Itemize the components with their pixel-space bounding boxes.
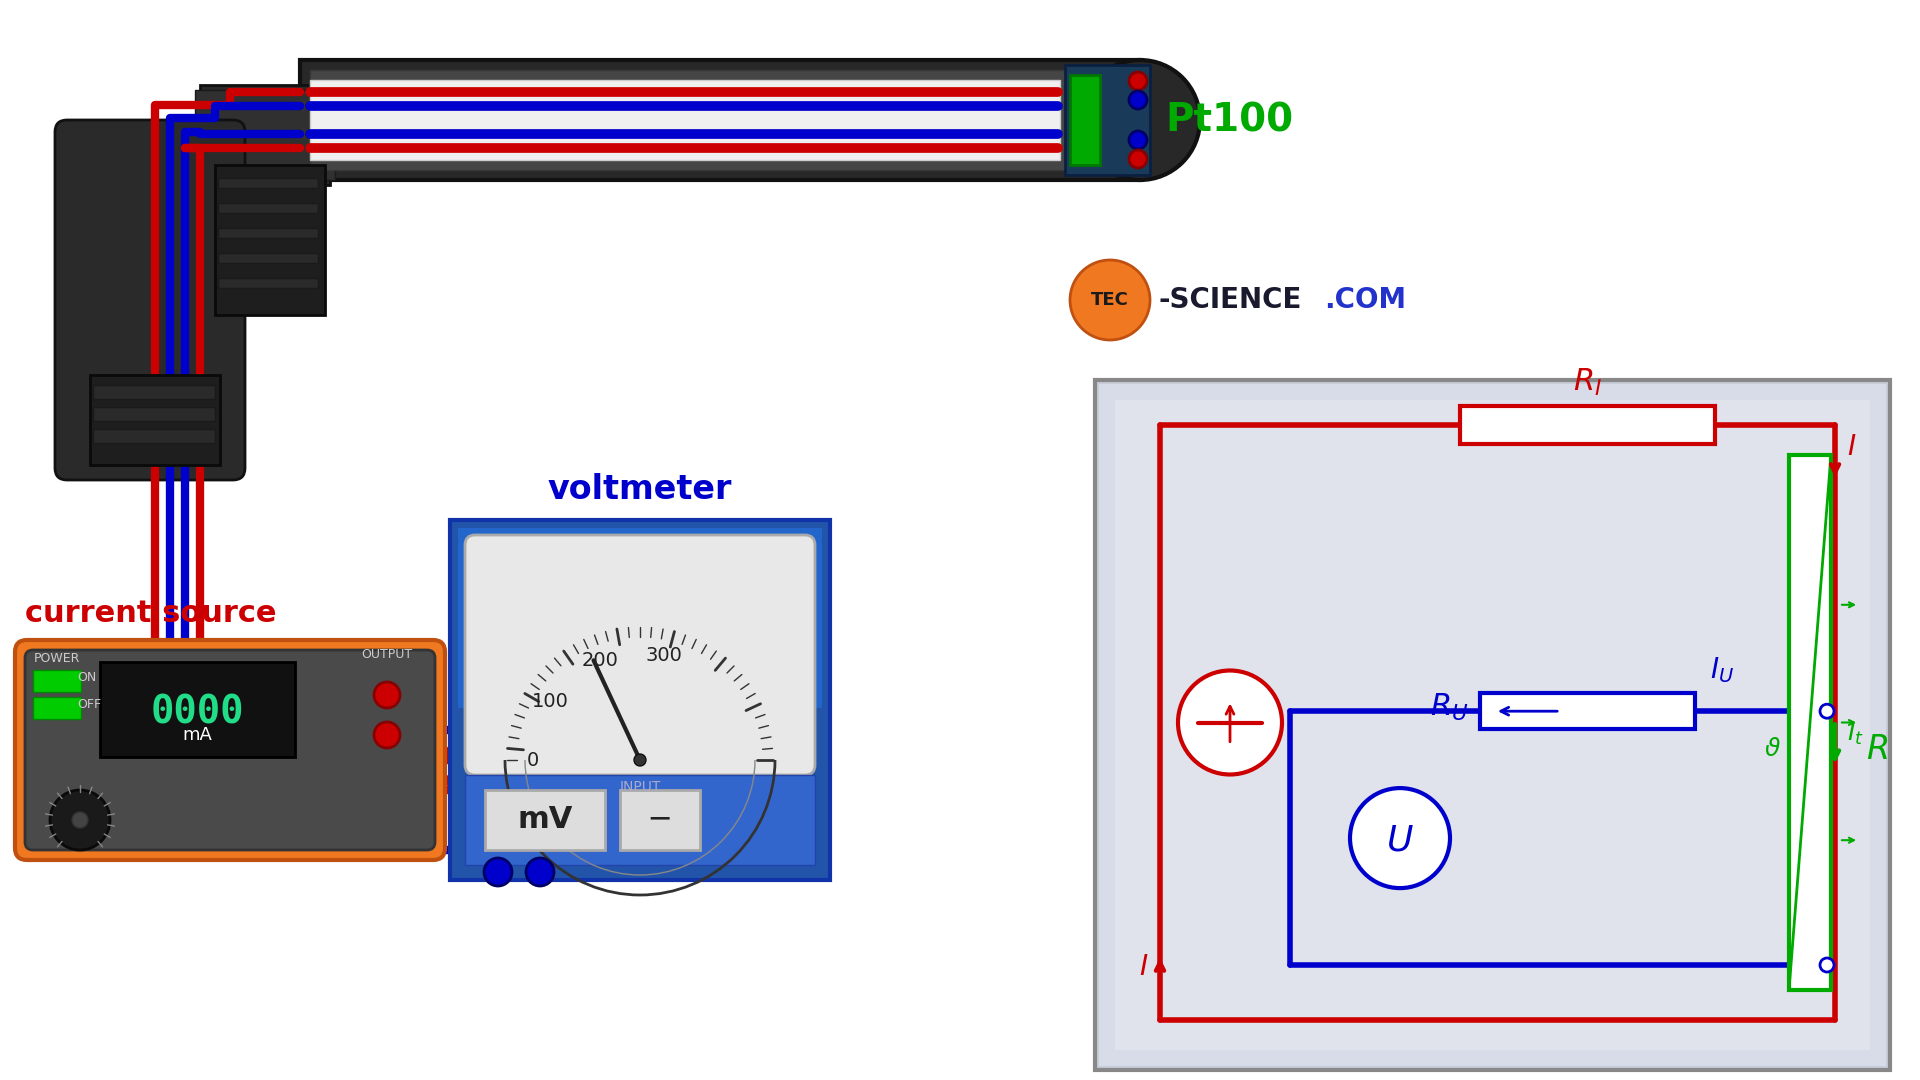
Text: 100: 100 xyxy=(532,692,568,712)
Text: $R$: $R$ xyxy=(1866,732,1887,766)
Bar xyxy=(90,375,221,465)
Bar xyxy=(196,90,334,180)
Text: 200: 200 xyxy=(582,651,618,671)
Text: 300: 300 xyxy=(645,646,682,665)
Text: voltmeter: voltmeter xyxy=(547,473,732,507)
Text: mV: mV xyxy=(516,806,572,835)
Bar xyxy=(1094,380,1889,1070)
Text: ON: ON xyxy=(77,671,96,684)
Circle shape xyxy=(1129,150,1146,168)
Text: $I_t$: $I_t$ xyxy=(1847,721,1864,747)
Bar xyxy=(465,775,814,865)
Text: $R_U$: $R_U$ xyxy=(1430,691,1469,723)
Text: -SCIENCE: -SCIENCE xyxy=(1158,286,1302,314)
Circle shape xyxy=(1179,671,1283,774)
Bar xyxy=(219,178,319,188)
Bar xyxy=(1069,75,1100,165)
Text: Pt100: Pt100 xyxy=(1165,102,1294,139)
Bar xyxy=(33,670,81,692)
Bar xyxy=(100,662,296,757)
Text: .COM: .COM xyxy=(1325,286,1405,314)
Bar xyxy=(215,165,324,315)
Bar xyxy=(33,697,81,719)
Text: 0: 0 xyxy=(526,751,540,769)
Bar xyxy=(309,70,1135,170)
Circle shape xyxy=(1820,704,1834,718)
Bar xyxy=(219,203,319,213)
Text: mA: mA xyxy=(182,726,211,744)
Bar xyxy=(449,519,829,880)
Bar xyxy=(1459,406,1715,444)
Text: $I$: $I$ xyxy=(1139,953,1148,981)
Circle shape xyxy=(1079,60,1200,180)
Circle shape xyxy=(634,754,645,766)
Text: $I$: $I$ xyxy=(1847,433,1857,461)
Bar xyxy=(300,60,1140,180)
Circle shape xyxy=(73,812,88,828)
FancyBboxPatch shape xyxy=(56,120,246,480)
Text: $\vartheta$: $\vartheta$ xyxy=(1764,738,1782,761)
Text: 0000: 0000 xyxy=(150,693,244,731)
Bar xyxy=(92,384,215,399)
Bar xyxy=(459,528,822,708)
Bar xyxy=(486,789,605,850)
Bar xyxy=(309,80,1060,160)
Circle shape xyxy=(374,723,399,748)
Circle shape xyxy=(484,858,513,886)
Text: current source: current source xyxy=(25,599,276,627)
Circle shape xyxy=(1129,131,1146,149)
FancyBboxPatch shape xyxy=(15,640,445,860)
Circle shape xyxy=(1129,72,1146,90)
Bar xyxy=(1066,65,1150,175)
Circle shape xyxy=(374,681,399,708)
Bar xyxy=(200,85,330,185)
FancyBboxPatch shape xyxy=(25,650,436,850)
Bar xyxy=(92,429,215,443)
Text: OUTPUT: OUTPUT xyxy=(361,648,413,661)
Bar xyxy=(1789,455,1832,990)
Bar xyxy=(219,228,319,238)
Text: $U$: $U$ xyxy=(1386,823,1413,858)
Bar xyxy=(1116,400,1870,1050)
Circle shape xyxy=(1350,788,1450,888)
Circle shape xyxy=(1129,91,1146,109)
Circle shape xyxy=(526,858,555,886)
Bar xyxy=(219,278,319,288)
Text: ─: ─ xyxy=(651,806,670,835)
Bar xyxy=(1098,384,1885,1066)
Text: OFF: OFF xyxy=(77,698,102,711)
Circle shape xyxy=(1820,958,1834,972)
Bar xyxy=(620,789,701,850)
Bar xyxy=(92,407,215,421)
Text: $R_I$: $R_I$ xyxy=(1572,367,1601,399)
Text: $I_U$: $I_U$ xyxy=(1711,656,1734,685)
Bar xyxy=(1480,693,1695,729)
Circle shape xyxy=(1069,260,1150,340)
Circle shape xyxy=(50,789,109,850)
FancyBboxPatch shape xyxy=(465,535,814,775)
Text: INPUT: INPUT xyxy=(620,780,660,794)
Text: TEC: TEC xyxy=(1091,291,1129,309)
Bar xyxy=(219,253,319,264)
Text: POWER: POWER xyxy=(35,652,81,665)
